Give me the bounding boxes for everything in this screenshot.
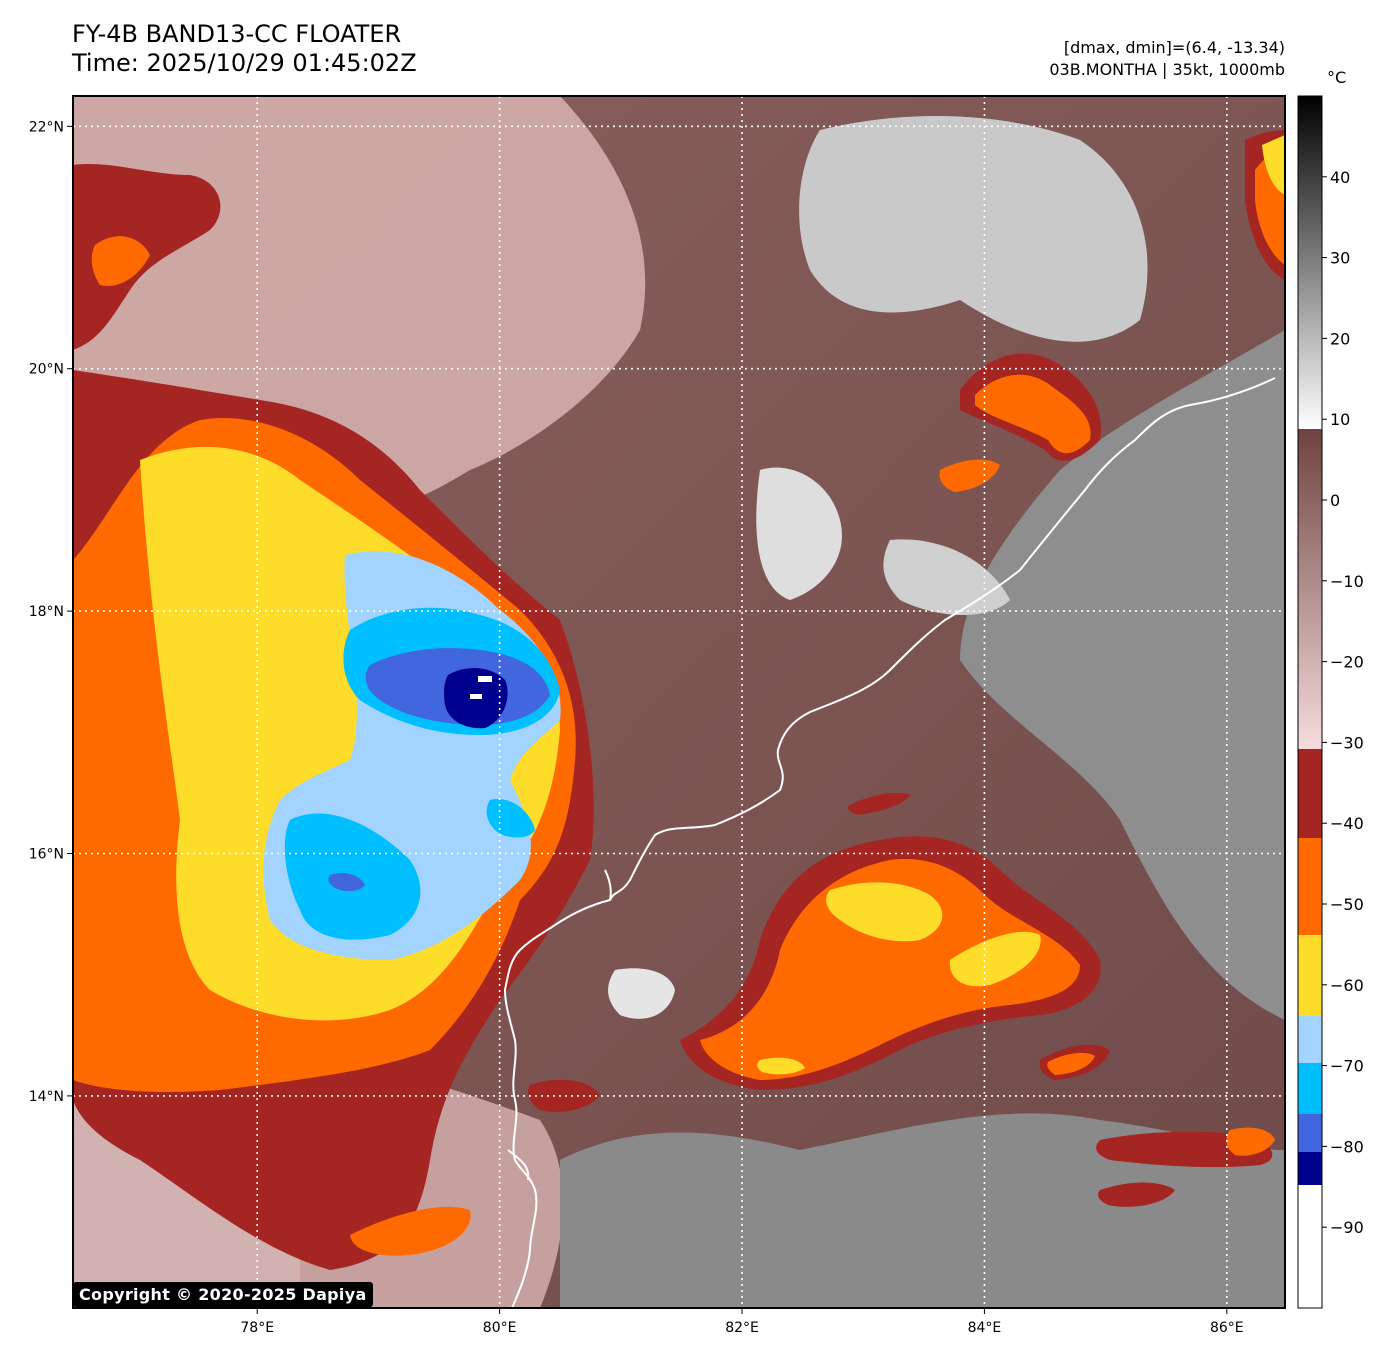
convection-yellow-ne-corner (1262, 135, 1285, 195)
colorbar-navy-segment (1298, 1152, 1322, 1185)
convection-orange-southeast (700, 859, 1080, 1080)
light-cloud-coast (883, 539, 1010, 615)
convection-royalblue-small (328, 873, 365, 892)
convection-darkred-south-coast (528, 1079, 600, 1112)
colorbar-tick-label: −40 (1330, 814, 1364, 833)
core-white-pixel (478, 676, 492, 682)
convection-darkred-band-south (848, 793, 910, 815)
lon-tick-label: 82°E (725, 1320, 759, 1336)
colorbar-lightblue-segment (1298, 1016, 1322, 1063)
figure-metadata: [dmax, dmin]=(6.4, -13.34) 03B.MONTHA | … (1049, 37, 1285, 81)
convection-yellow-southeast (826, 882, 943, 942)
colorbar-tick-label: −90 (1330, 1218, 1364, 1237)
colorbar-orange-segment (1298, 838, 1322, 935)
colorbar-brown-segment (1298, 429, 1322, 749)
convection-darkred-sw-far (1098, 1182, 1175, 1207)
satellite-imagery (73, 96, 1285, 1308)
colorbar-tick-label: −60 (1330, 976, 1364, 995)
colorbar-royalblue-segment (1298, 1114, 1322, 1152)
longitude-axis: 78°E 80°E 82°E 84°E 86°E (240, 1308, 1244, 1336)
convection-orange-small-east (1047, 1052, 1095, 1075)
lon-tick-label: 86°E (1210, 1320, 1244, 1336)
colorbar-grey-segment (1298, 96, 1322, 429)
convection-orange-coastal (975, 374, 1091, 454)
stats-readout: [dmax, dmin]=(6.4, -13.34) (1063, 38, 1285, 57)
core-white-pixel-2 (470, 694, 482, 699)
title-product: FY-4B BAND13-CC FLOATER (72, 20, 402, 48)
graticule (73, 96, 1285, 1308)
light-cloud-northeast (799, 116, 1148, 342)
colorbar-tick-label: 40 (1330, 168, 1350, 187)
coastline (503, 377, 1276, 1308)
grey-region-southeast (560, 1113, 1285, 1308)
colorbar-frame (1297, 95, 1323, 1309)
lon-tick-label: 84°E (968, 1320, 1002, 1336)
colorbar-white-segment (1298, 1185, 1322, 1308)
colorbar-tick-label: 0 (1330, 491, 1340, 510)
copyright-badge: Copyright © 2020-2025 Dapiya (73, 1282, 373, 1307)
convection-yellow-southeast-3 (757, 1057, 805, 1075)
figure-title: FY-4B BAND13-CC FLOATER Time: 2025/10/29 … (72, 20, 417, 78)
convection-cyan-patch-east (486, 799, 535, 838)
lat-tick-label: 22°N (29, 119, 64, 135)
title-time: Time: 2025/10/29 01:45:02Z (72, 49, 417, 77)
convection-orange-sw-bottom (350, 1206, 471, 1256)
colorbar-tick-label: −70 (1330, 1057, 1364, 1076)
colorbar-tick-label: −30 (1330, 733, 1364, 752)
storm-info: 03B.MONTHA | 35kt, 1000mb (1049, 60, 1285, 79)
light-cloud-small (608, 968, 675, 1019)
map-frame (72, 95, 1286, 1309)
colorbar-tick-label: −10 (1330, 572, 1364, 591)
lat-tick-label: 16°N (29, 847, 64, 863)
colorbar-cyan-segment (1298, 1063, 1322, 1114)
convection-yellow-southeast-2 (949, 931, 1041, 987)
colorbar-yellow-segment (1298, 935, 1322, 1016)
grey-region-east (960, 330, 1285, 1020)
lat-tick-label: 20°N (29, 362, 64, 378)
colorbar: 40 30 20 10 0 −10 −20 −30 −40 −50 −60 −70 −80 −90 (1297, 95, 1364, 1309)
colorbar-tick-label: 10 (1330, 410, 1350, 429)
colorbar-tick-label: −50 (1330, 895, 1364, 914)
lat-tick-label: 18°N (29, 604, 64, 620)
lon-tick-label: 78°E (240, 1320, 274, 1336)
colorbar-tick-label: −80 (1330, 1137, 1364, 1156)
colorbar-ticks: 40 30 20 10 0 −10 −20 −30 −40 −50 −60 −70 −80 −90 (1322, 168, 1364, 1237)
latitude-axis: 22°N 20°N 18°N 16°N 14°N (29, 119, 73, 1105)
convection-orange-small-coastal (939, 459, 1000, 492)
lon-tick-label: 80°E (483, 1320, 517, 1336)
lat-tick-label: 14°N (29, 1089, 64, 1105)
colorbar-tick-label: 30 (1330, 249, 1350, 268)
colorbar-darkred-segment (1298, 749, 1322, 838)
light-cloud-central (756, 467, 842, 600)
colorbar-unit: °C (1327, 68, 1347, 87)
coastline-inlet (507, 869, 612, 1181)
convection-orange-southeast-far (1226, 1127, 1275, 1156)
colorbar-tick-label: 20 (1330, 329, 1350, 348)
colorbar-tick-label: −20 (1330, 653, 1364, 672)
convection-orange-northwest (91, 236, 150, 286)
